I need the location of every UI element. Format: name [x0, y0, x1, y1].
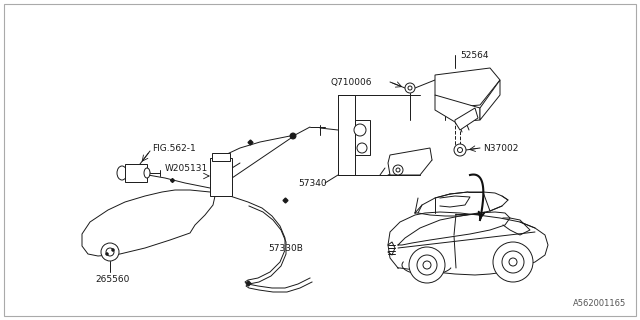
Text: 57340: 57340: [298, 179, 326, 188]
Polygon shape: [355, 120, 370, 155]
Circle shape: [396, 168, 400, 172]
Circle shape: [409, 247, 445, 283]
Text: 52564: 52564: [460, 51, 488, 60]
Text: N37002: N37002: [483, 143, 518, 153]
Polygon shape: [480, 80, 500, 120]
Circle shape: [454, 144, 466, 156]
Circle shape: [408, 86, 412, 90]
Polygon shape: [435, 95, 480, 122]
Circle shape: [106, 248, 114, 256]
Circle shape: [354, 124, 366, 136]
Text: 57330B: 57330B: [268, 244, 303, 252]
Text: W205131: W205131: [165, 164, 208, 172]
Polygon shape: [338, 95, 355, 175]
Circle shape: [509, 258, 517, 266]
Circle shape: [405, 83, 415, 93]
Circle shape: [417, 255, 437, 275]
Text: 265560: 265560: [95, 276, 129, 284]
Text: A562001165: A562001165: [573, 299, 626, 308]
Bar: [125, 164, 147, 182]
Bar: [210, 158, 232, 196]
Circle shape: [393, 165, 403, 175]
Polygon shape: [455, 108, 478, 130]
Circle shape: [493, 242, 533, 282]
Bar: [212, 153, 230, 161]
Text: FIG.562-1: FIG.562-1: [152, 143, 196, 153]
Circle shape: [290, 133, 296, 139]
Ellipse shape: [117, 166, 127, 180]
Circle shape: [502, 251, 524, 273]
Circle shape: [357, 143, 367, 153]
Circle shape: [101, 243, 119, 261]
Circle shape: [106, 252, 109, 255]
Text: Q710006: Q710006: [330, 77, 371, 86]
Circle shape: [111, 249, 115, 252]
Ellipse shape: [144, 168, 150, 178]
Polygon shape: [388, 148, 432, 175]
Polygon shape: [435, 68, 500, 108]
Circle shape: [423, 261, 431, 269]
Circle shape: [458, 148, 463, 153]
